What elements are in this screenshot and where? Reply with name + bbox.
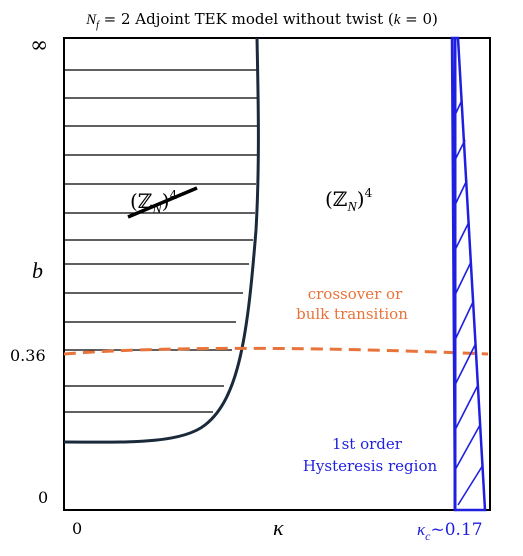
crossover-dashed-line	[63, 346, 489, 356]
y-tick-infinity: ∞	[30, 33, 48, 58]
hysteresis-hatching	[454, 99, 484, 506]
y-axis-label: b	[32, 258, 43, 283]
crossover-label-line1: crossover or	[308, 285, 403, 303]
unbroken-phase-label: (ℤN)4	[325, 186, 373, 215]
hysteresis-region	[450, 36, 487, 512]
x-tick-zero: 0	[72, 519, 82, 538]
hysteresis-label-line2: Hysteresis region	[303, 457, 438, 475]
crossover-label-line2: bulk transition	[296, 305, 408, 323]
hysteresis-outline	[450, 36, 487, 512]
broken-phase-label: (ℤN)4	[127, 186, 198, 219]
x-tick-kappa-c: κc~0.17	[417, 520, 483, 543]
plot-frame	[63, 37, 491, 511]
y-tick-zero: 0	[38, 488, 48, 507]
x-axis-label: κ	[273, 515, 284, 540]
diagram-title: Nf = 2 Adjoint TEK model without twist (…	[85, 10, 438, 31]
broken-phase-hatching	[64, 69, 257, 413]
y-tick-0-36: 0.36	[10, 346, 46, 365]
strike-through-line	[127, 186, 198, 219]
hysteresis-label-line1: 1st order	[332, 435, 403, 453]
